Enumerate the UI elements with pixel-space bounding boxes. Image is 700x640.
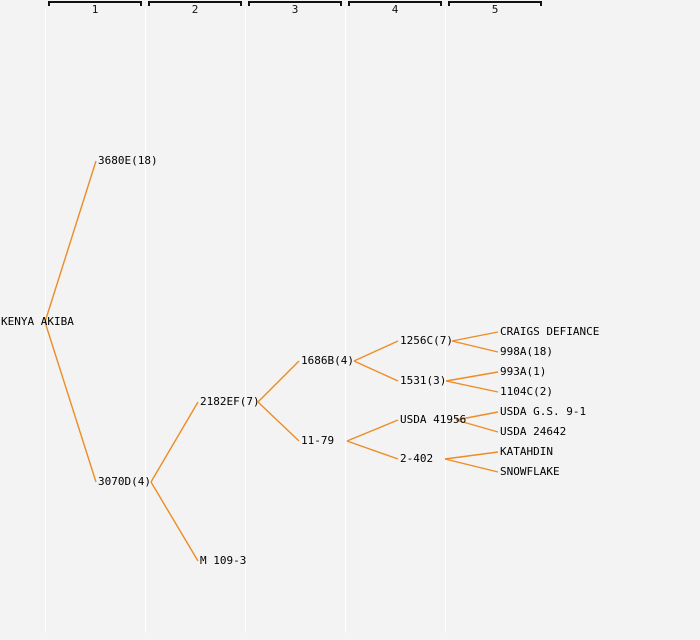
generation-gridline — [345, 8, 346, 633]
pedigree-edge — [44, 160, 97, 323]
pedigree-edge — [353, 360, 399, 382]
pedigree-edge — [444, 458, 499, 473]
pedigree-node-snowflake[interactable]: SNOWFLAKE — [500, 465, 560, 478]
pedigree-edge — [257, 401, 300, 442]
pedigree-node-1104c-2[interactable]: 1104C(2) — [500, 385, 553, 398]
pedigree-edge — [444, 451, 499, 460]
generation-bracket: 4 — [348, 1, 442, 15]
generation-bracket: 2 — [148, 1, 242, 15]
pedigree-edge — [353, 340, 399, 362]
pedigree-edge — [451, 340, 499, 353]
pedigree-node-1531-3[interactable]: 1531(3) — [400, 374, 447, 387]
pedigree-node-usda-24642[interactable]: USDA 24642 — [500, 425, 567, 438]
pedigree-edge — [445, 380, 499, 393]
generation-number: 4 — [391, 3, 399, 16]
pedigree-edge — [346, 440, 399, 460]
generation-number: 2 — [191, 3, 199, 16]
generation-number: 3 — [291, 3, 299, 16]
pedigree-node-usda-gs-9-1[interactable]: USDA G.S. 9-1 — [500, 405, 587, 418]
generation-number: 5 — [491, 3, 499, 16]
pedigree-node-katahdin[interactable]: KATAHDIN — [500, 445, 553, 458]
pedigree-node-993a-1[interactable]: 993A(1) — [500, 365, 547, 378]
generation-bracket: 3 — [248, 1, 342, 15]
pedigree-edge — [455, 419, 499, 433]
pedigree-edge — [455, 411, 499, 421]
generation-bracket: 5 — [448, 1, 542, 15]
pedigree-edge — [346, 419, 399, 442]
pedigree-node-998a-18[interactable]: 998A(18) — [500, 345, 553, 358]
pedigree-edge — [257, 360, 300, 403]
pedigree-node-11-79[interactable]: 11-79 — [301, 434, 335, 447]
pedigree-node-m-109-3[interactable]: M 109-3 — [200, 554, 247, 567]
pedigree-node-2182ef-7[interactable]: 2182EF(7) — [200, 395, 260, 408]
pedigree-node-3680e-18[interactable]: 3680E(18) — [98, 154, 158, 167]
pedigree-edge — [44, 321, 97, 483]
generation-bracket: 1 — [48, 1, 142, 15]
pedigree-node-2-402[interactable]: 2-402 — [400, 452, 434, 465]
pedigree-node-kenya-akiba[interactable]: KENYA AKIBA — [1, 315, 74, 328]
generation-gridline — [245, 8, 246, 633]
pedigree-node-1686b-4[interactable]: 1686B(4) — [301, 354, 354, 367]
generation-number: 1 — [91, 3, 99, 16]
pedigree-node-3070d-4[interactable]: 3070D(4) — [98, 475, 151, 488]
pedigree-edge — [451, 331, 499, 342]
pedigree-edge — [150, 481, 199, 562]
pedigree-node-usda-41956[interactable]: USDA 41956 — [400, 413, 467, 426]
generation-gridline — [445, 8, 446, 633]
pedigree-edge — [150, 401, 199, 483]
pedigree-edge — [445, 371, 499, 382]
generation-gridline — [145, 8, 146, 633]
pedigree-node-craigs-defiance[interactable]: CRAIGS DEFIANCE — [500, 325, 600, 338]
pedigree-node-1256c-7[interactable]: 1256C(7) — [400, 334, 453, 347]
